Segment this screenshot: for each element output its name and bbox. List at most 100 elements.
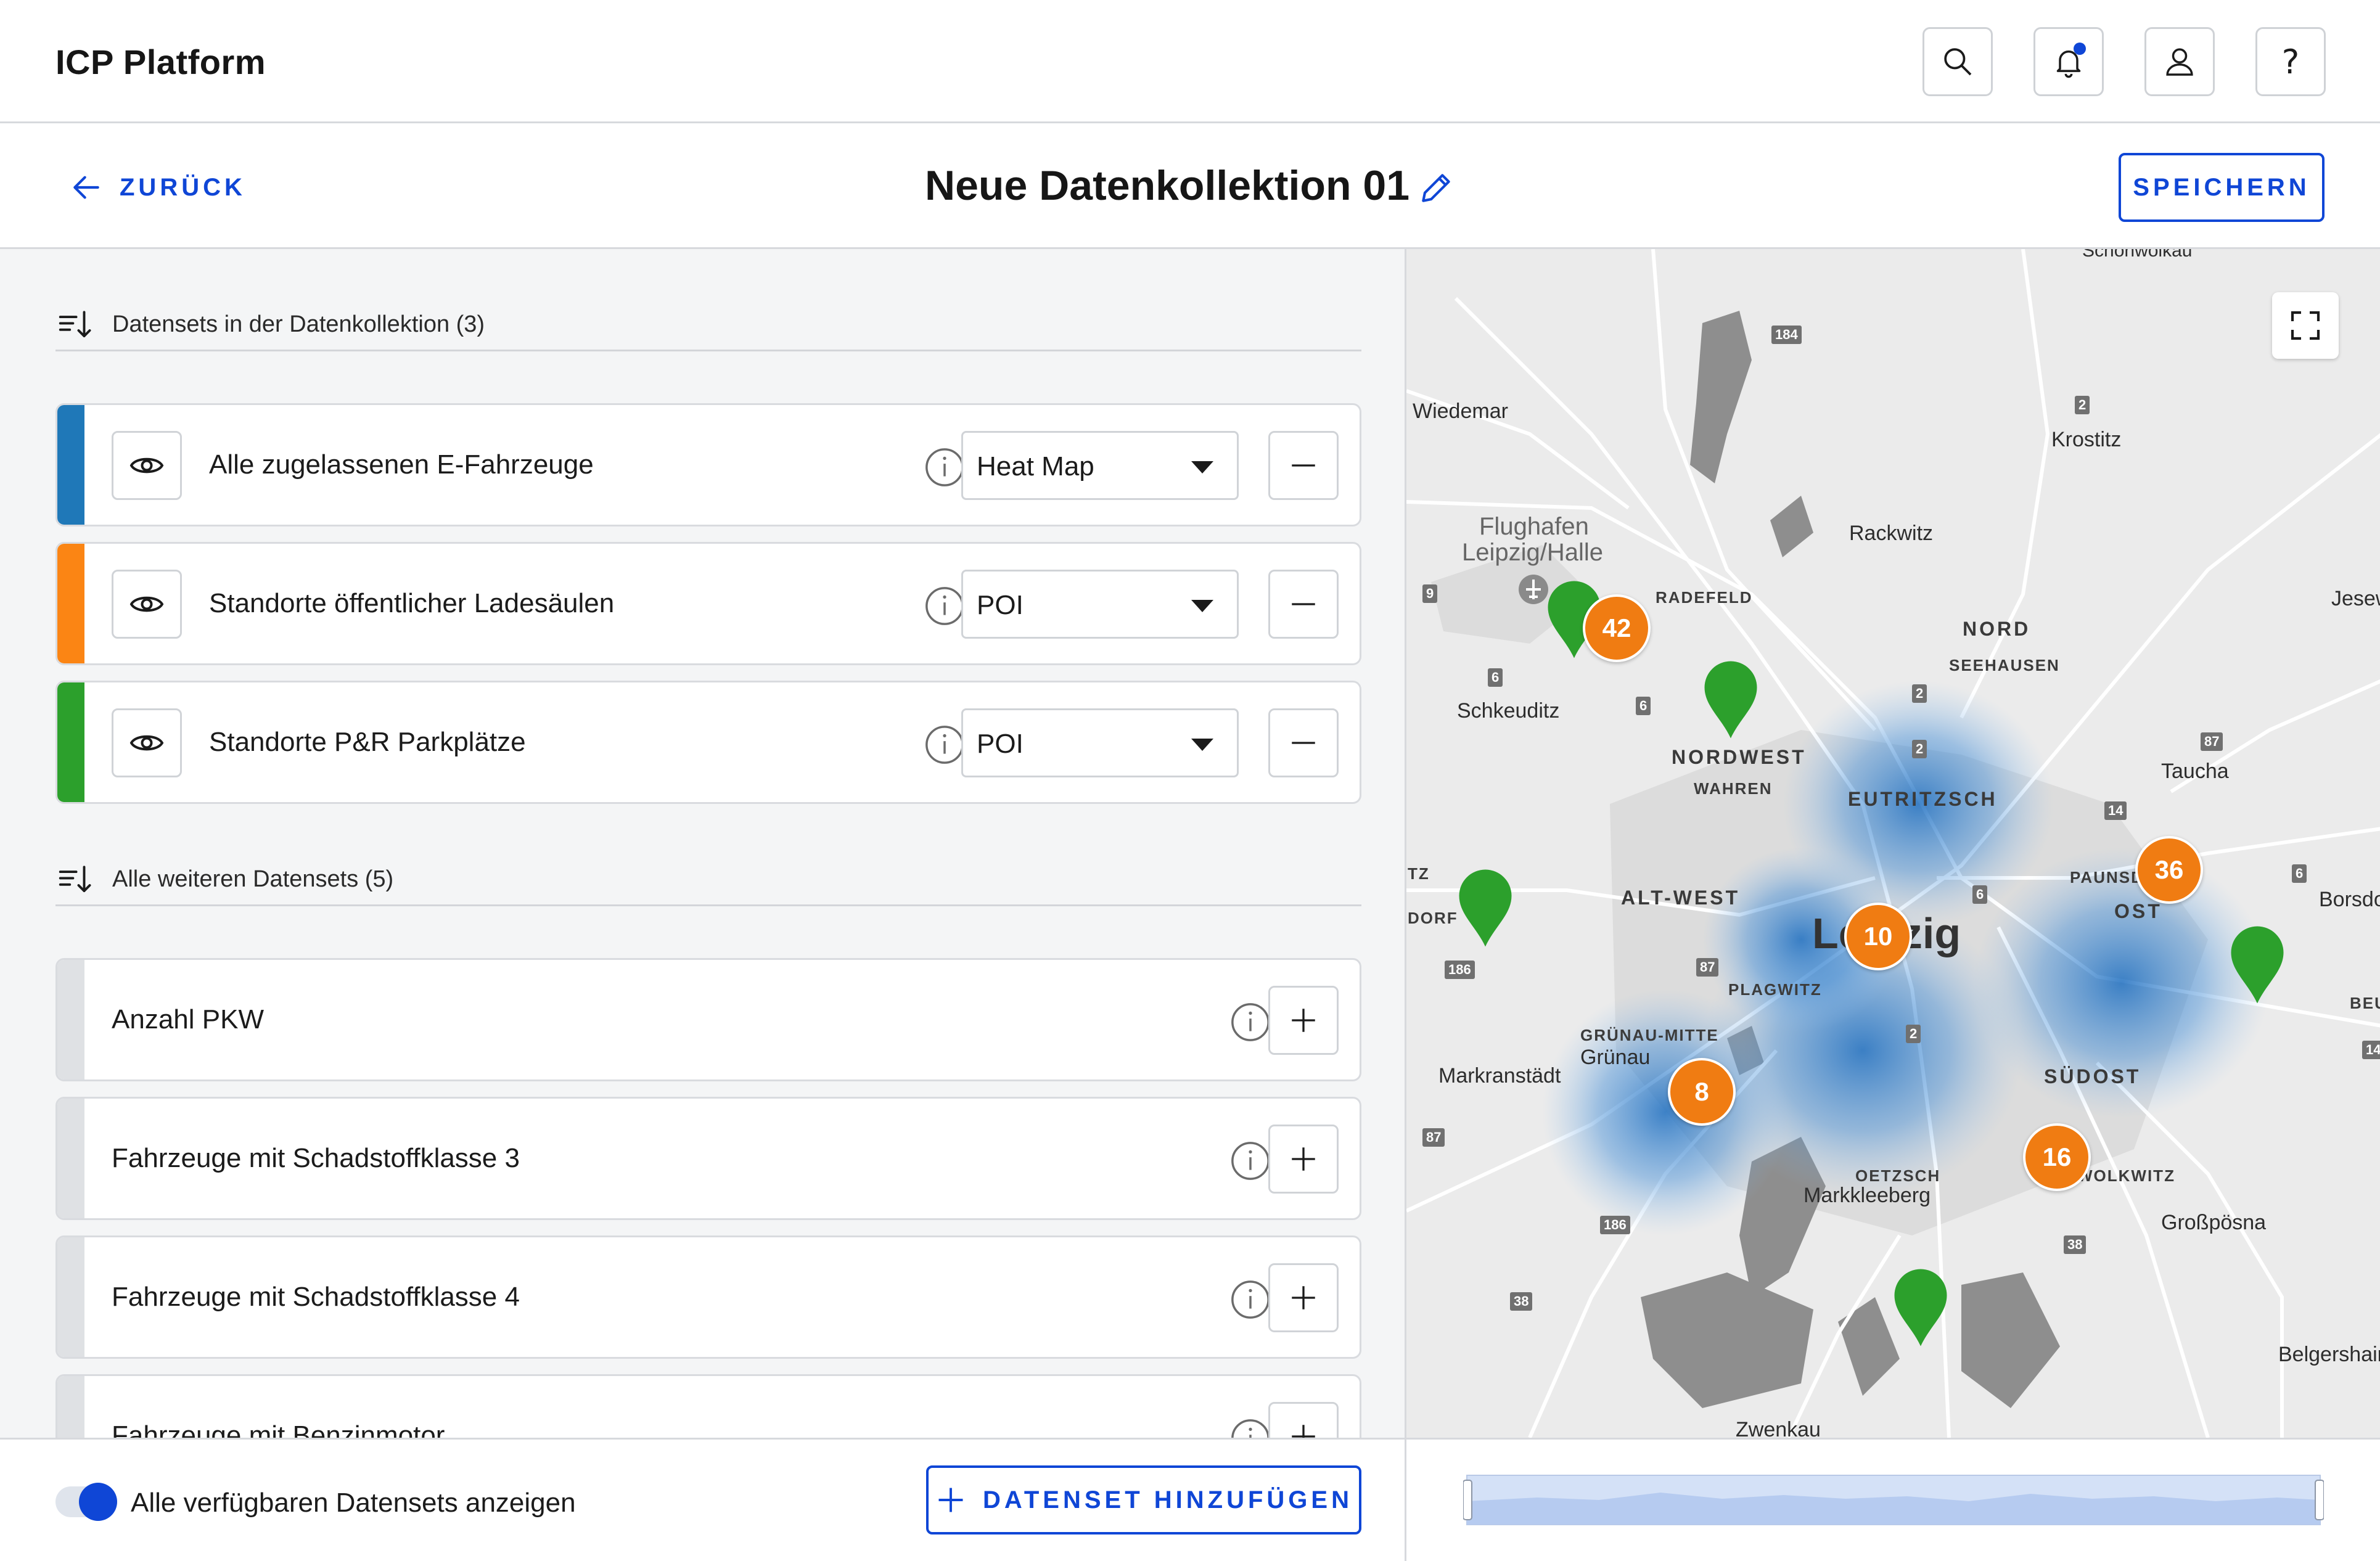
remove-dataset-button[interactable] bbox=[1268, 570, 1339, 639]
map-label: RADEFELD bbox=[1656, 588, 1753, 607]
map-label: EUTRITZSCH bbox=[1848, 788, 1998, 810]
map-view[interactable]: Schönwölkau Wiedemar Krostitz Flughafen … bbox=[1405, 249, 2380, 1438]
fullscreen-icon bbox=[2291, 311, 2320, 340]
panel-footer: Alle verfügbaren Datensets anzeigen DATE… bbox=[0, 1438, 1405, 1561]
remove-dataset-button[interactable] bbox=[1268, 708, 1339, 777]
map-label: Markkleeberg bbox=[1803, 1184, 1931, 1207]
road-number: 2 bbox=[1912, 740, 1927, 758]
minus-icon bbox=[1292, 464, 1315, 467]
dataset-label: Fahrzeuge mit Schadstoffklasse 4 bbox=[112, 1282, 520, 1312]
show-all-datasets-toggle[interactable] bbox=[55, 1483, 117, 1521]
color-stripe bbox=[57, 1237, 84, 1357]
road-number: 14 bbox=[2104, 801, 2127, 820]
sub-header: ZURÜCK Neue Datenkollektion 01 SPEICHERN bbox=[0, 123, 2380, 249]
user-icon bbox=[2166, 48, 2193, 76]
view-type-value: POI bbox=[977, 590, 1024, 620]
color-stripe bbox=[57, 1376, 84, 1438]
caret-down-icon bbox=[1191, 600, 1213, 612]
available-dataset-item: Anzahl PKW bbox=[55, 958, 1361, 1081]
info-icon[interactable] bbox=[1229, 1278, 1272, 1321]
charging-station-cluster[interactable]: 36 bbox=[2135, 836, 2203, 904]
plus-icon bbox=[938, 1488, 963, 1512]
fullscreen-button[interactable] bbox=[2272, 292, 2339, 359]
map-label: ALT-WEST bbox=[1621, 887, 1741, 909]
profile-button[interactable] bbox=[2144, 27, 2215, 96]
add-dataset-item-button[interactable] bbox=[1268, 1263, 1339, 1332]
plus-icon bbox=[1292, 1286, 1315, 1309]
add-dataset-label: DATENSET HINZUFÜGEN bbox=[983, 1486, 1353, 1514]
map-label: Borsdorf bbox=[2319, 888, 2380, 911]
info-icon[interactable] bbox=[1229, 1417, 1272, 1438]
collection-item: Standorte P&R Parkplätze POI bbox=[55, 681, 1361, 804]
road-number: 87 bbox=[2201, 732, 2223, 751]
info-icon[interactable] bbox=[923, 446, 966, 489]
map-label: SEEHAUSEN bbox=[1949, 656, 2060, 674]
road-number: 14 bbox=[2362, 1041, 2380, 1059]
add-dataset-item-button[interactable] bbox=[1268, 1402, 1339, 1438]
page-title: Neue Datenkollektion 01 bbox=[925, 162, 1410, 209]
charging-station-cluster[interactable]: 16 bbox=[2023, 1123, 2091, 1191]
add-dataset-item-button[interactable] bbox=[1268, 1125, 1339, 1194]
park-and-ride-pin[interactable] bbox=[1700, 660, 1762, 740]
view-type-select[interactable]: Heat Map bbox=[961, 431, 1239, 500]
info-icon[interactable] bbox=[1229, 1001, 1272, 1044]
map-label: Grünau bbox=[1580, 1046, 1651, 1069]
remove-dataset-button[interactable] bbox=[1268, 431, 1339, 500]
search-button[interactable] bbox=[1922, 27, 1993, 96]
back-label: ZURÜCK bbox=[120, 173, 246, 201]
charging-station-cluster[interactable]: 42 bbox=[1583, 594, 1651, 662]
info-icon[interactable] bbox=[923, 584, 966, 628]
collection-section-header[interactable]: Datensets in der Datenkollektion (3) bbox=[55, 300, 1361, 351]
visibility-toggle[interactable] bbox=[112, 708, 182, 777]
visibility-toggle[interactable] bbox=[112, 431, 182, 500]
view-type-value: POI bbox=[977, 729, 1024, 759]
plus-icon bbox=[1292, 1009, 1315, 1032]
road-number: 38 bbox=[1510, 1292, 1533, 1311]
map-label: Schönwölkau bbox=[2082, 249, 2193, 261]
map-label: PLAGWITZ bbox=[1728, 980, 1822, 999]
dataset-label: Standorte P&R Parkplätze bbox=[209, 727, 526, 757]
caret-down-icon bbox=[1191, 461, 1213, 473]
add-dataset-item-button[interactable] bbox=[1268, 986, 1339, 1055]
color-stripe bbox=[57, 960, 84, 1080]
collection-item: Standorte öffentlicher Ladesäulen POI bbox=[55, 542, 1361, 665]
caret-down-icon bbox=[1191, 739, 1213, 751]
back-link[interactable]: ZURÜCK bbox=[69, 170, 246, 205]
help-icon: ? bbox=[2281, 42, 2300, 81]
dataset-label: Fahrzeuge mit Benzinmotor bbox=[112, 1420, 445, 1438]
search-icon bbox=[1944, 48, 1972, 76]
minus-icon bbox=[1292, 742, 1315, 744]
visibility-toggle[interactable] bbox=[112, 570, 182, 639]
other-section-header[interactable]: Alle weiteren Datensets (5) bbox=[55, 854, 1361, 906]
road-number: 6 bbox=[2292, 864, 2307, 883]
charging-station-cluster[interactable]: 10 bbox=[1844, 903, 1912, 970]
map-label: GRÜNAU-MITTE bbox=[1580, 1026, 1719, 1044]
map-base bbox=[1406, 249, 2380, 1438]
view-type-select[interactable]: POI bbox=[961, 570, 1239, 639]
view-type-select[interactable]: POI bbox=[961, 708, 1239, 777]
map-label: Flughafen bbox=[1479, 513, 1589, 540]
color-stripe bbox=[57, 682, 84, 802]
available-dataset-item: Fahrzeuge mit Benzinmotor bbox=[55, 1374, 1361, 1438]
info-icon[interactable] bbox=[1229, 1139, 1272, 1182]
park-and-ride-pin[interactable] bbox=[1890, 1268, 1951, 1348]
add-dataset-button[interactable]: DATENSET HINZUFÜGEN bbox=[926, 1465, 1361, 1534]
info-icon[interactable] bbox=[923, 723, 966, 766]
app-title: ICP Platform bbox=[55, 43, 266, 81]
park-and-ride-pin[interactable] bbox=[1543, 580, 1605, 660]
charging-station-cluster[interactable]: 8 bbox=[1668, 1058, 1736, 1126]
sort-icon bbox=[59, 865, 91, 892]
save-button[interactable]: SPEICHERN bbox=[2119, 153, 2325, 222]
map-label: Großpösna bbox=[2161, 1211, 2267, 1234]
map-label: Markranstädt bbox=[1438, 1064, 1561, 1088]
map-footer bbox=[1405, 1438, 2380, 1561]
park-and-ride-pin[interactable] bbox=[1455, 868, 1516, 948]
road-number: 186 bbox=[1445, 961, 1475, 979]
help-button[interactable]: ? bbox=[2255, 27, 2326, 96]
notifications-button[interactable] bbox=[2033, 27, 2104, 96]
timeline-range-slider[interactable] bbox=[1463, 1474, 2324, 1526]
edit-title-icon[interactable] bbox=[1417, 169, 1455, 207]
collection-section-title: Datensets in der Datenkollektion (3) bbox=[112, 311, 485, 337]
park-and-ride-pin[interactable] bbox=[2226, 925, 2288, 1005]
top-bar: ICP Platform ? bbox=[0, 0, 2380, 123]
